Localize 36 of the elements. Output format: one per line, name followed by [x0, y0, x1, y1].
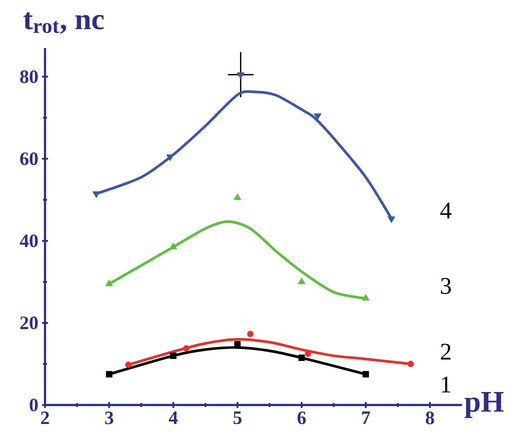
- point: [298, 354, 305, 361]
- series-label: 4: [440, 202, 452, 218]
- y-tick-label: 60: [20, 152, 38, 166]
- point: [236, 72, 245, 80]
- point: [314, 113, 322, 120]
- y-axis-title: t$_{rot}$, nc: [23, 12, 104, 34]
- y-tick-label: 0: [30, 398, 38, 412]
- point: [407, 360, 414, 368]
- point: [362, 294, 370, 301]
- point: [298, 277, 306, 284]
- point: [92, 191, 100, 198]
- y-tick-label: 40: [20, 234, 38, 248]
- point: [234, 341, 241, 348]
- point: [105, 280, 113, 286]
- point: [106, 371, 112, 378]
- series-label: 2: [440, 344, 450, 360]
- x-tick-label: 7: [362, 412, 370, 424]
- x-tick-label: 5: [233, 412, 242, 424]
- y-tick-label: 80: [20, 70, 38, 84]
- point: [166, 154, 174, 162]
- text: 1: [442, 376, 450, 392]
- point: [362, 371, 369, 378]
- point: [388, 216, 396, 224]
- point: [234, 193, 242, 200]
- x-tick-label: 3: [105, 412, 114, 424]
- point: [170, 352, 177, 359]
- point: [247, 330, 254, 338]
- x-tick-label: 4: [168, 412, 178, 424]
- y-tick-label: 20: [20, 316, 38, 330]
- text: 3: [441, 278, 451, 294]
- x-tick-label: 6: [298, 412, 306, 424]
- point: [182, 345, 190, 352]
- x-tick-label: 8: [426, 412, 434, 424]
- x-tick-label: 2: [41, 412, 49, 424]
- point: [125, 362, 132, 368]
- x-axis-title: pH: [464, 392, 504, 418]
